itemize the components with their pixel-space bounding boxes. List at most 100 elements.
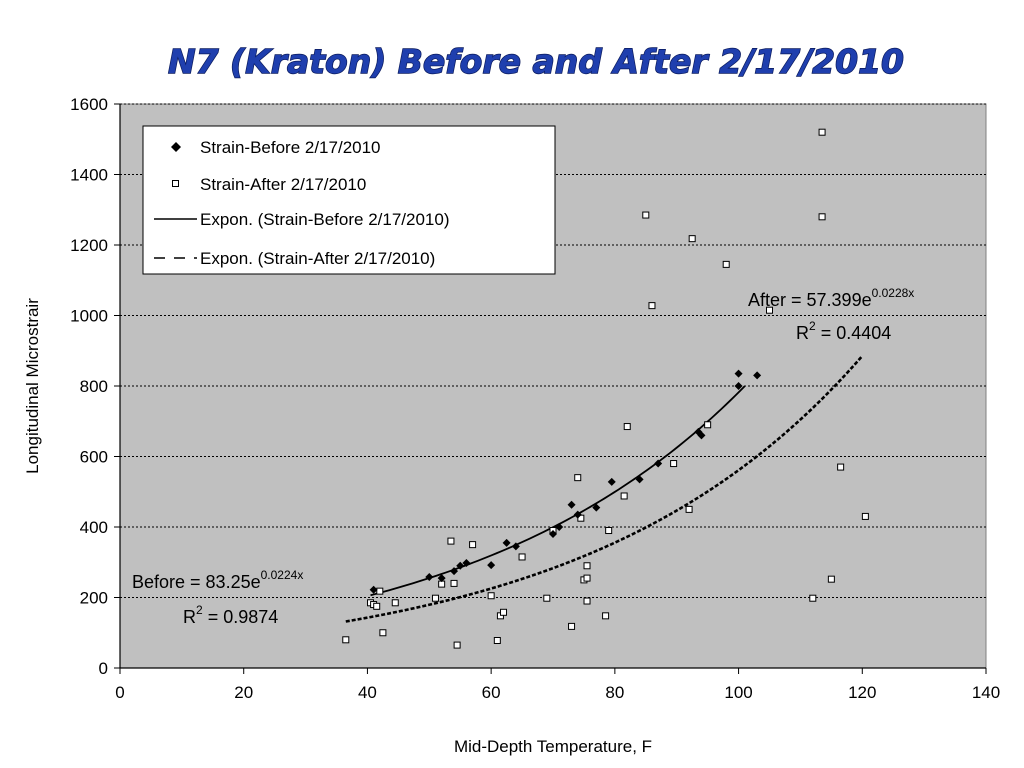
before-r2: R2 = 0.9874 [183,603,278,627]
y-tick-label-600: 600 [80,448,108,467]
before-r2-value: = 0.9874 [203,607,279,627]
after-r2-prefix: R [796,323,809,343]
y-axis-title: Longitudinal Microstrair [23,298,42,474]
y-tick-label-1200: 1200 [70,236,108,255]
y-tick-label-400: 400 [80,518,108,537]
before-r2-power: 2 [196,603,203,617]
x-tick-label-140: 140 [972,683,1000,702]
point-after-11 [453,641,461,649]
point-before-19 [734,369,743,378]
point-before-11 [567,500,576,509]
point-after-16 [500,608,508,616]
after-equation-main: After = 57.399e [748,290,872,310]
after-equation: After = 57.399e0.0228x [748,286,914,310]
point-after-44 [861,512,869,520]
point-after-30 [623,423,631,431]
point-before-13 [592,503,601,512]
point-before-10 [555,523,564,531]
point-after-33 [670,460,678,468]
point-after-4 [376,587,384,595]
point-after-34 [685,505,693,513]
point-before-21 [753,371,762,380]
legend: Strain-Before 2/17/2010 Strain-After 2/1… [142,125,556,275]
point-before-8 [511,542,520,551]
legend-label-after: Strain-After 2/17/2010 [200,175,366,194]
point-before-12 [573,510,582,519]
x-tick-label-40: 40 [358,683,377,702]
point-before-3 [425,573,434,582]
y-tick-label-1400: 1400 [70,166,108,185]
legend-label-before: Strain-Before 2/17/2010 [200,138,381,157]
x-axis-title: Mid-Depth Temperature, F [454,737,652,756]
point-after-32 [648,302,656,310]
axes: 0 200 400 600 800 1000 1200 1400 1600 0 20 40 60 80 10… [70,95,1000,702]
point-after-27 [602,612,610,620]
legend-box [142,125,556,275]
point-before-15 [635,475,644,484]
point-before-6 [487,561,496,570]
y-tick-label-1000: 1000 [70,307,108,326]
point-after-35 [688,235,696,243]
point-before-5 [462,558,471,567]
point-before-18 [697,431,706,440]
point-before-1 [437,574,446,583]
x-tick-label-20: 20 [234,683,253,702]
point-after-40 [818,213,826,221]
before-r2-prefix: R [183,607,196,627]
point-after-36 [704,421,712,429]
point-before-20 [734,382,743,390]
point-after-10 [450,579,458,587]
point-after-21 [574,474,582,482]
point-before-14 [607,477,616,486]
data-points [342,128,869,649]
point-after-17 [518,553,526,561]
point-after-13 [487,592,495,600]
point-before-7 [502,538,511,547]
y-tick-label-800: 800 [80,377,108,396]
point-after-28 [605,527,613,535]
point-after-14 [493,637,501,644]
point-after-26 [583,574,591,582]
point-after-38 [766,306,773,314]
point-after-12 [469,541,477,549]
point-after-24 [583,597,591,605]
after-r2-value: = 0.4404 [816,323,892,343]
legend-label-after-trend: Expon. (Strain-After 2/17/2010) [200,249,435,268]
before-equation: Before = 83.25e0.0224x [132,568,303,592]
after-r2: R2 = 0.4404 [796,319,891,343]
x-tick-label-100: 100 [724,683,752,702]
point-after-7 [431,594,439,602]
legend-label-before-trend: Expon. (Strain-Before 2/17/2010) [200,210,449,229]
y-tick-label-1600: 1600 [70,95,108,114]
before-equation-annotation: Before = 83.25e0.0224x R2 = 0.9874 [132,568,303,627]
point-after-9 [447,537,455,545]
after-r2-power: 2 [809,319,816,333]
point-after-29 [620,492,628,500]
legend-marker-before [171,142,181,152]
before-equation-main: Before = 83.25e [132,572,261,592]
point-after-31 [642,211,650,219]
point-before-0 [369,585,378,594]
point-before-4 [456,561,465,570]
y-tick-label-0: 0 [99,659,108,678]
x-tick-label-120: 120 [848,683,876,702]
point-after-5 [379,629,387,637]
legend-marker-after [172,180,179,187]
before-equation-exponent: 0.0224x [261,568,304,582]
point-after-37 [722,260,730,268]
after-equation-exponent: 0.0228x [872,286,915,300]
point-after-25 [583,562,591,570]
point-after-0 [342,636,350,644]
after-equation-annotation: After = 57.399e0.0228x R2 = 0.4404 [748,286,914,343]
x-tick-label-60: 60 [482,683,501,702]
point-before-16 [654,459,663,468]
y-tick-label-200: 200 [80,589,108,608]
x-tick-label-0: 0 [115,683,124,702]
point-after-41 [818,128,826,136]
point-after-6 [391,599,399,607]
point-after-39 [809,594,817,602]
trendline-after [345,355,864,623]
point-after-3 [373,602,381,610]
point-after-42 [827,575,835,583]
